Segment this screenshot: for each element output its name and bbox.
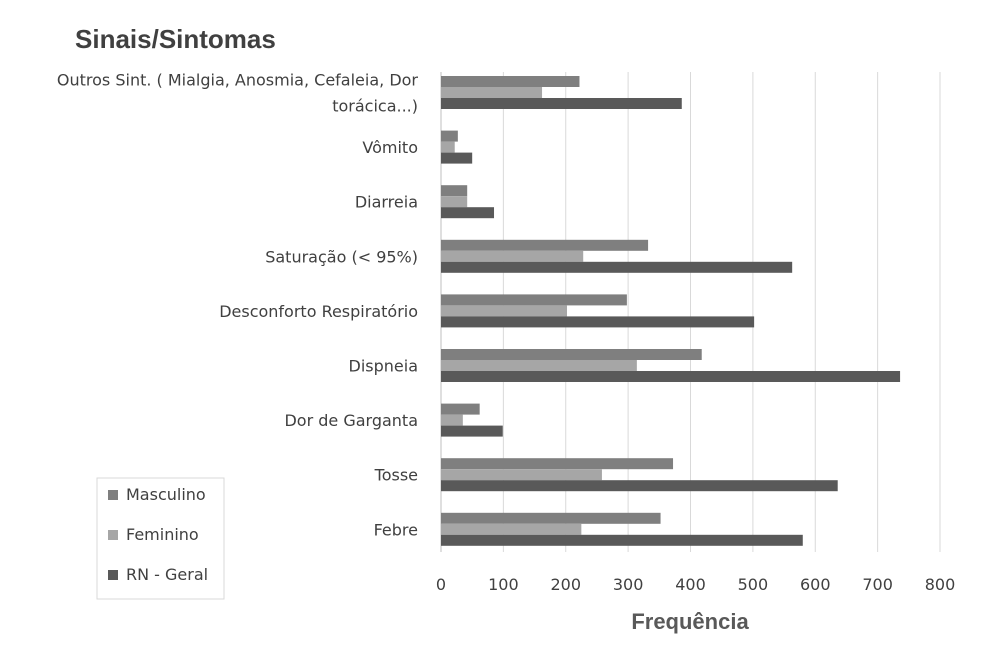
x-tick-label: 600 — [800, 575, 831, 594]
bar — [441, 403, 480, 415]
category-label: Dor de Garganta — [284, 411, 418, 430]
bar — [441, 207, 495, 219]
bar — [441, 316, 755, 328]
legend-label: Masculino — [126, 485, 206, 504]
bar — [441, 185, 468, 197]
x-tick-label: 0 — [436, 575, 446, 594]
legend: Masculino Feminino RN - Geral — [96, 477, 225, 600]
bar — [441, 512, 661, 524]
bars — [441, 76, 901, 546]
category-label: Desconforto Respiratório — [219, 302, 418, 321]
x-tick-label: 700 — [862, 575, 893, 594]
category-label: Saturação (< 95%) — [265, 247, 418, 266]
bar — [441, 349, 702, 360]
bar — [441, 305, 567, 317]
bar — [441, 523, 582, 535]
bar — [441, 469, 602, 481]
x-tick-label: 400 — [675, 575, 706, 594]
chart-title: Sinais/Sintomas — [75, 24, 276, 54]
bar — [441, 414, 463, 426]
bar — [441, 534, 803, 546]
bar — [441, 294, 627, 306]
bar — [441, 98, 682, 109]
legend-swatch — [108, 490, 118, 500]
x-tick-labels: 0 100 200 300 400 500 600 700 800 — [436, 575, 955, 594]
bar — [441, 196, 468, 208]
bar — [441, 76, 580, 87]
category-label: Vômito — [362, 138, 418, 157]
x-tick-label: 300 — [613, 575, 644, 594]
category-label: Tosse — [374, 466, 418, 485]
bar — [441, 239, 649, 251]
bar — [441, 87, 543, 98]
x-tick-label: 500 — [738, 575, 769, 594]
bar — [441, 152, 473, 164]
bar — [441, 458, 674, 470]
bar — [441, 425, 503, 437]
legend-swatch — [108, 570, 118, 580]
x-tick-label: 200 — [550, 575, 581, 594]
category-label: Outros Sint. ( Mialgia, Anosmia, Cefalei… — [57, 71, 419, 90]
x-axis-title: Frequência — [631, 609, 749, 634]
x-tick-label: 100 — [488, 575, 519, 594]
category-label: torácica...) — [332, 97, 418, 116]
bar — [441, 130, 458, 142]
legend-box — [96, 477, 225, 600]
category-label: Febre — [374, 520, 418, 539]
category-labels: Outros Sint. ( Mialgia, Anosmia, Cefalei… — [57, 71, 419, 540]
legend-swatch — [108, 530, 118, 540]
bar — [441, 480, 838, 492]
bar — [441, 360, 637, 371]
legend-label: RN - Geral — [126, 565, 208, 584]
bar — [441, 141, 455, 153]
category-label: Dispneia — [349, 357, 419, 376]
bar — [441, 371, 901, 382]
legend-label: Feminino — [126, 525, 199, 544]
category-label: Diarreia — [355, 193, 418, 212]
bar — [441, 250, 584, 262]
x-tick-label: 800 — [925, 575, 956, 594]
bar — [441, 261, 793, 273]
